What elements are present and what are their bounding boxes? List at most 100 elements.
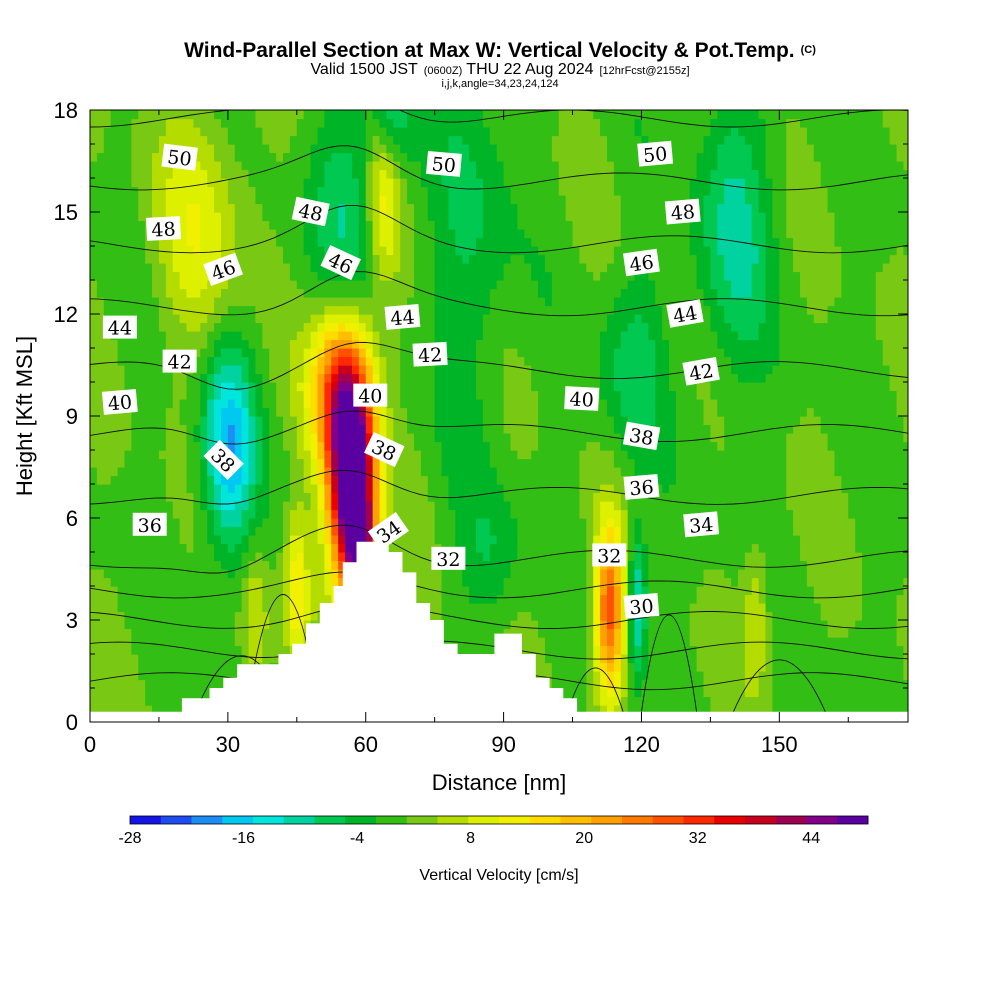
field-cell (234, 407, 243, 417)
field-cell (731, 382, 739, 392)
field-cell (551, 569, 560, 579)
field-cell (510, 467, 518, 477)
field-cell (303, 586, 312, 596)
field-cell (489, 543, 498, 553)
field-cell (324, 560, 332, 570)
field-cell (682, 688, 691, 698)
field-cell (855, 450, 863, 460)
field-cell (572, 637, 581, 647)
field-cell (386, 416, 394, 426)
field-cell (620, 416, 629, 426)
field-cell (717, 467, 725, 477)
field-cell (227, 577, 236, 587)
field-cell (96, 586, 105, 596)
field-cell (675, 569, 684, 579)
field-cell (544, 424, 553, 434)
field-cell (841, 688, 849, 698)
field-cell (572, 441, 581, 451)
field-cell (262, 518, 270, 528)
field-cell (289, 416, 298, 426)
field-cell (641, 671, 649, 681)
field-cell (303, 450, 312, 460)
field-cell (648, 518, 656, 528)
field-cell (172, 569, 181, 579)
field-cell (662, 382, 670, 392)
field-cell (538, 671, 546, 681)
field-cell (717, 484, 725, 494)
field-cell (276, 628, 284, 638)
field-cell (255, 458, 263, 468)
field-cell (427, 407, 436, 417)
field-cell (303, 390, 312, 400)
field-cell (765, 696, 774, 706)
field-cell (255, 637, 263, 647)
field-cell (220, 475, 229, 485)
field-cell (524, 467, 532, 477)
field-cell (703, 552, 711, 562)
field-cell (889, 518, 898, 528)
field-cell (338, 501, 346, 511)
field-cell (600, 662, 608, 672)
field-cell (393, 365, 401, 375)
field-cell (255, 407, 263, 417)
field-cell (448, 509, 456, 519)
field-cell (351, 450, 360, 460)
field-cell (296, 390, 305, 400)
field-cell (255, 450, 263, 460)
field-cell (634, 407, 643, 417)
field-cell (868, 603, 877, 613)
field-cell (482, 450, 491, 460)
field-cell (572, 662, 581, 672)
field-cell (868, 560, 877, 570)
field-cell (448, 526, 456, 536)
field-cell (407, 492, 415, 502)
field-cell (717, 416, 725, 426)
field-cell (827, 535, 836, 545)
field-cell (551, 535, 560, 545)
field-cell (124, 577, 132, 587)
field-cell (214, 620, 222, 630)
field-cell (193, 458, 201, 468)
field-cell (751, 475, 760, 485)
field-cell (234, 543, 243, 553)
field-cell (220, 603, 229, 613)
field-cell (220, 535, 229, 545)
field-cell (283, 441, 291, 451)
field-cell (393, 390, 401, 400)
field-cell (710, 569, 718, 579)
field-cell (96, 416, 105, 426)
field-cell (710, 484, 718, 494)
field-cell (834, 552, 842, 562)
field-cell (158, 441, 167, 451)
field-cell (696, 679, 705, 689)
field-cell (131, 679, 139, 689)
field-cell (827, 594, 836, 604)
field-cell (172, 560, 181, 570)
field-cell (855, 628, 863, 638)
field-cell (703, 475, 711, 485)
field-cell (427, 518, 436, 528)
field-cell (896, 586, 904, 596)
field-cell (220, 526, 229, 536)
field-cell (882, 654, 891, 664)
field-cell (296, 441, 305, 451)
field-cell (724, 577, 732, 587)
field-cell (331, 441, 339, 451)
field-cell (345, 424, 353, 434)
field-cell (482, 637, 491, 647)
field-cell (724, 509, 732, 519)
field-cell (165, 594, 174, 604)
field-cell (103, 365, 112, 375)
field-cell (158, 501, 167, 511)
field-cell (786, 450, 794, 460)
field-cell (855, 688, 863, 698)
field-cell (662, 696, 670, 706)
field-cell (827, 501, 836, 511)
field-cell (110, 518, 119, 528)
field-cell (117, 416, 126, 426)
field-cell (579, 569, 587, 579)
field-cell (710, 458, 718, 468)
field-cell (848, 492, 856, 502)
field-cell (862, 390, 870, 400)
field-cell (427, 416, 436, 426)
